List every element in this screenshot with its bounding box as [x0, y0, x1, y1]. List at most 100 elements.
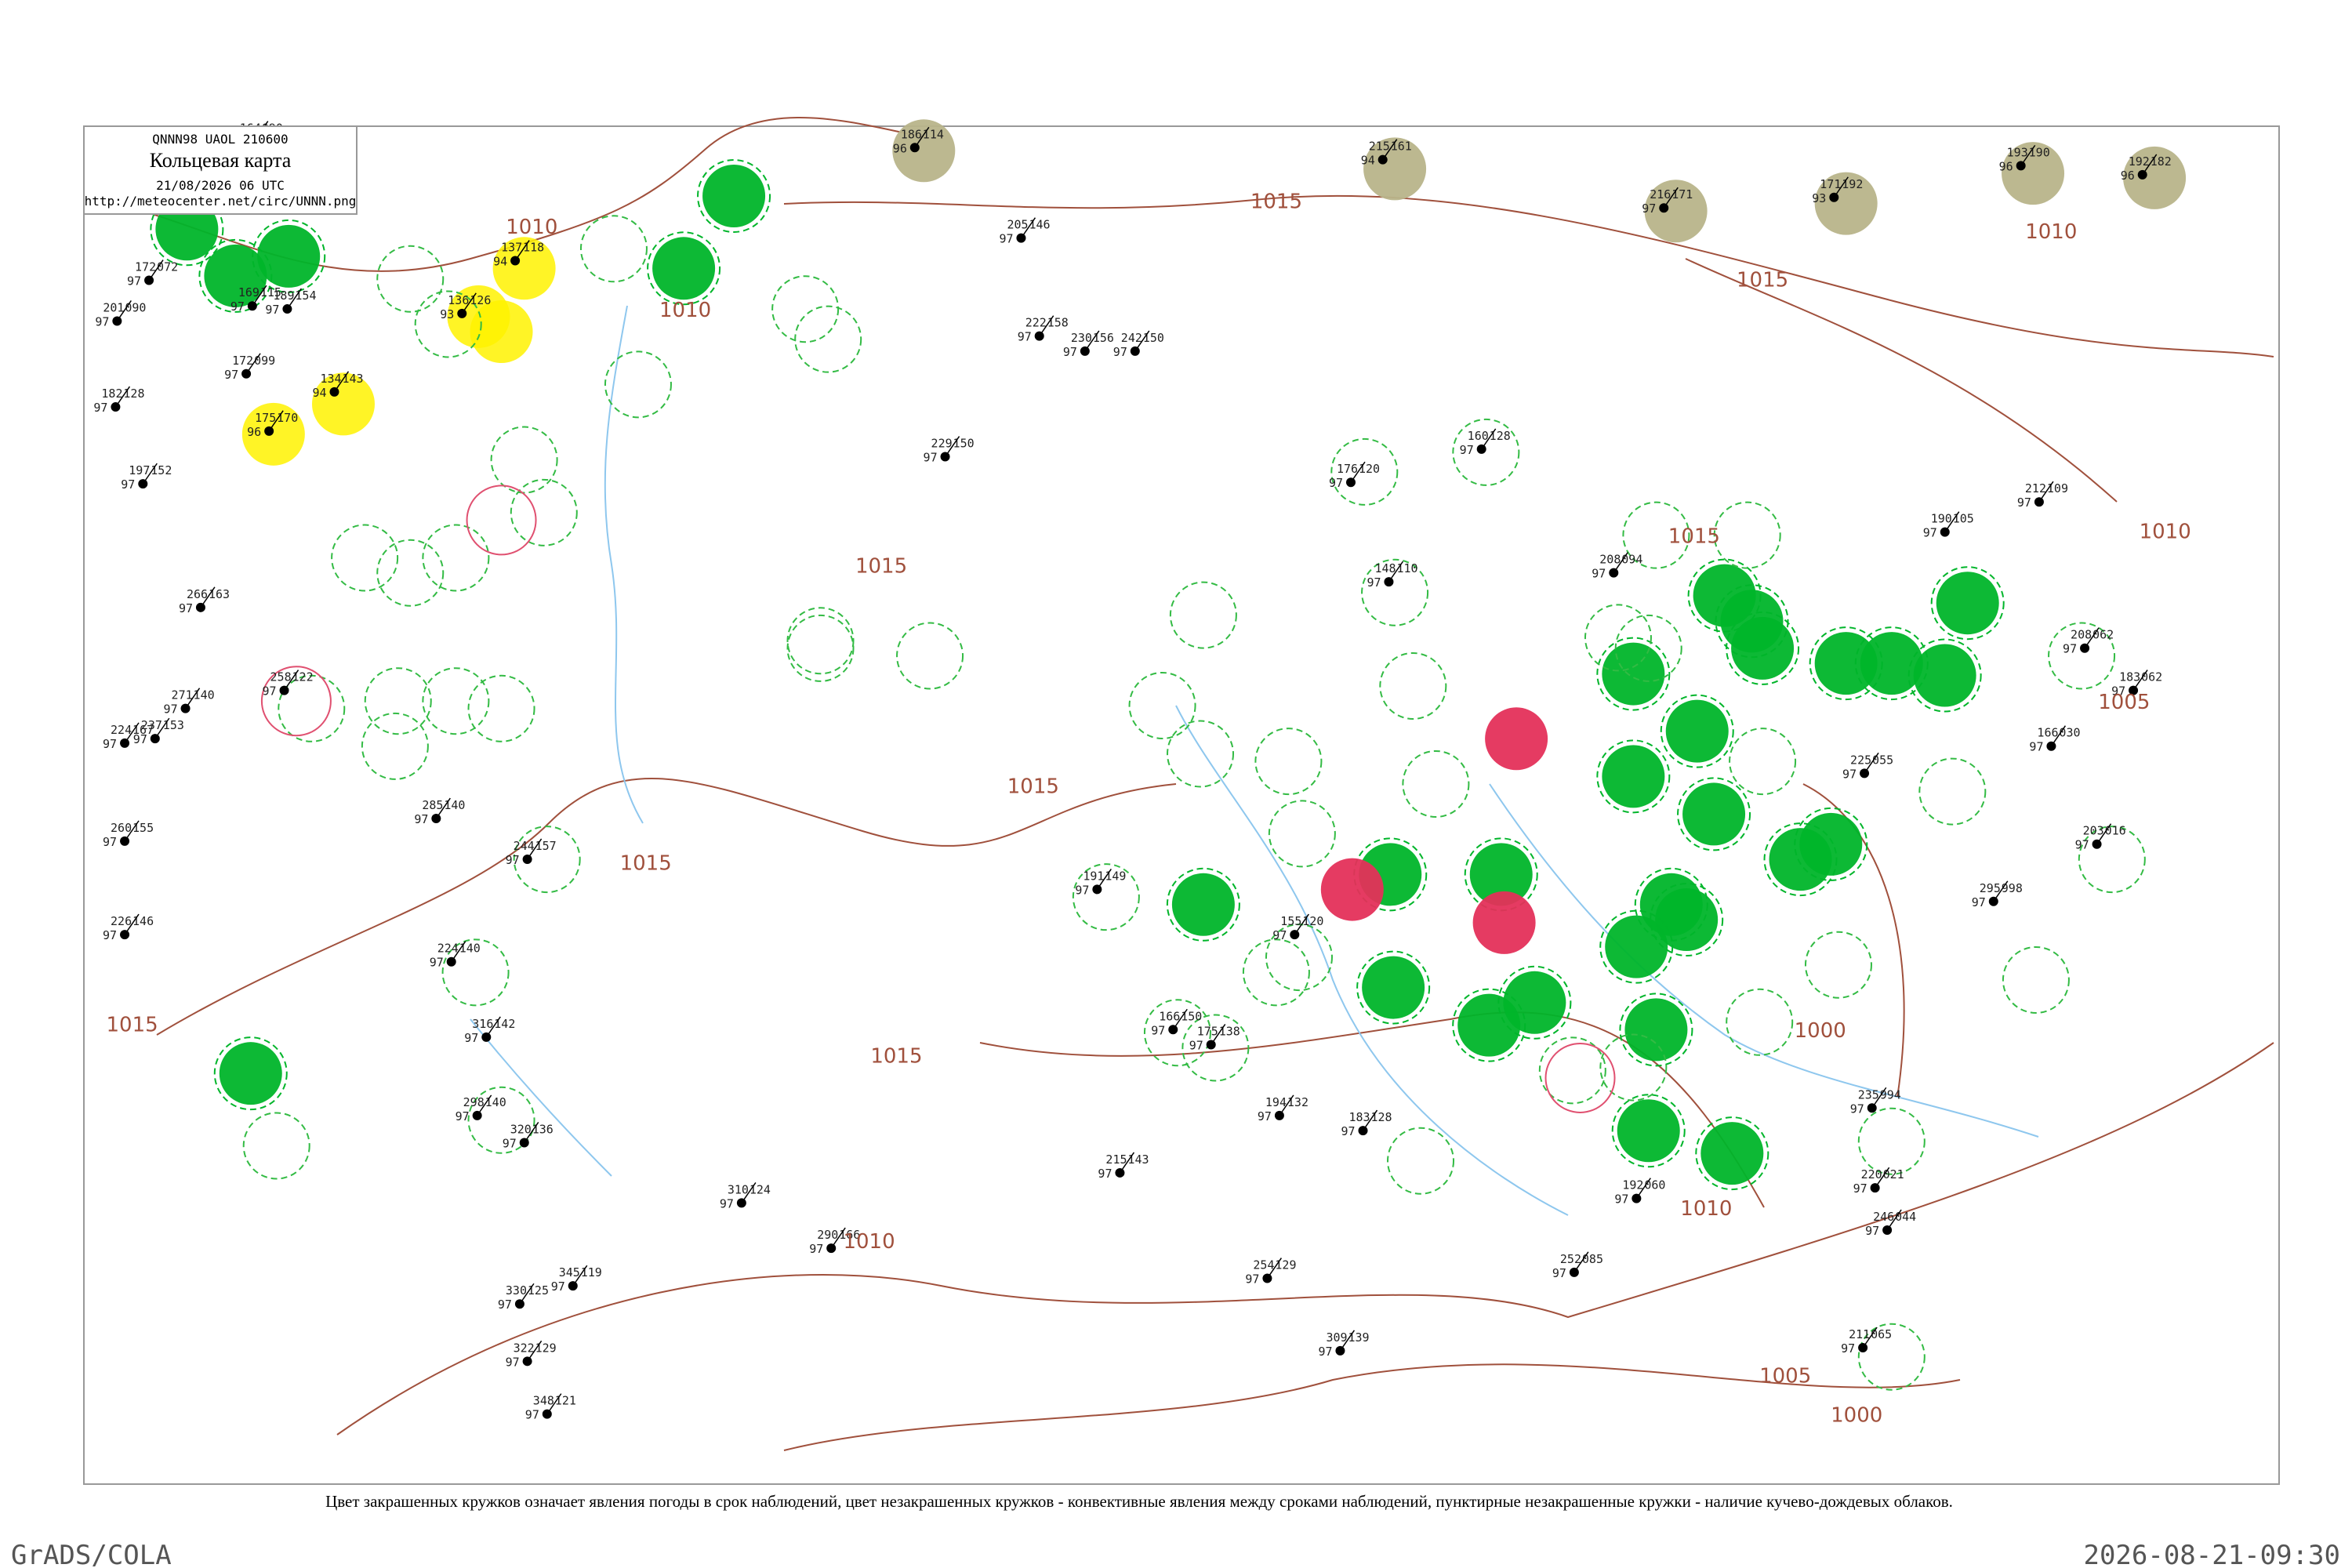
station-right: 153: [163, 718, 184, 732]
conv-ring: [466, 485, 537, 556]
station-right: 157: [535, 839, 557, 853]
filled-circle: [1936, 572, 1999, 635]
cb-ring: [647, 231, 721, 306]
station-top: 208: [2071, 628, 2092, 642]
cb-ring: [1143, 999, 1211, 1067]
filled-circle: [1720, 590, 1784, 653]
station-mid: 96: [893, 141, 907, 155]
isobar-label: 1015: [107, 1013, 158, 1036]
wind-barb: [333, 371, 350, 393]
station-mid: 97: [230, 299, 245, 314]
cb-ring: [1857, 1107, 1926, 1175]
wind-barb: [1862, 1327, 1878, 1348]
station-mid: 97: [1853, 1181, 1867, 1196]
wind-barb: [1084, 330, 1100, 352]
isobar-label: 1010: [2025, 220, 2077, 244]
station-top: 252: [1560, 1252, 1581, 1266]
station-mid: 97: [430, 956, 444, 970]
station-mid: 97: [103, 928, 117, 942]
station-top: 242: [1121, 331, 1142, 345]
station-right: 062: [2092, 628, 2114, 642]
station-top: 155: [1280, 914, 1301, 928]
station-mid: 96: [2121, 169, 2135, 183]
cb-ring: [1729, 728, 1797, 796]
wind-barb: [519, 1283, 535, 1305]
wind-barb: [572, 1265, 588, 1287]
cb-ring: [1611, 1094, 1686, 1168]
wind-barb: [485, 1016, 501, 1038]
station-top: 211: [1849, 1327, 1870, 1341]
wind-barb: [116, 300, 132, 321]
isobar-line: [979, 1011, 1765, 1208]
station-right: 158: [1047, 316, 1069, 330]
cb-ring: [2048, 622, 2116, 690]
isobar-label: 1000: [1795, 1019, 1846, 1043]
station-top: 246: [1873, 1210, 1894, 1224]
station-right: 136: [532, 1122, 554, 1136]
caption: Цвет закрашенных кружков означает явлени…: [325, 1492, 1953, 1511]
header-datetime: 21/08/2026 06 UTC: [156, 178, 285, 193]
cb-ring: [2002, 946, 2070, 1014]
wind-barb: [944, 436, 960, 457]
station-top: 190: [1931, 512, 1952, 526]
station-top: 290: [817, 1228, 838, 1242]
cb-ring: [364, 667, 432, 735]
cb-ring: [361, 712, 429, 780]
station-mid: 97: [2075, 838, 2089, 852]
station-right: 182: [2151, 154, 2172, 169]
station-right: 128: [123, 387, 144, 401]
wind-barb: [1020, 217, 1036, 239]
station-right: 114: [923, 127, 944, 141]
station-mid: 97: [1329, 476, 1343, 490]
isobar-label: 1005: [2098, 691, 2150, 714]
filled-circle: [1472, 891, 1536, 954]
isobar-label: 1015: [1250, 190, 1302, 213]
station-mid: 97: [503, 1136, 517, 1150]
cb-ring: [604, 350, 672, 419]
station-top: 320: [510, 1122, 532, 1136]
station-mid: 97: [1460, 443, 1474, 457]
station-mid: 97: [2017, 495, 2031, 510]
station-mid: 97: [1923, 526, 1937, 540]
station-right: 161: [1391, 140, 1412, 154]
station-top: 189: [273, 289, 294, 303]
station-mid: 97: [2063, 642, 2077, 656]
filled-circle: [219, 1042, 282, 1105]
cb-ring: [1356, 950, 1431, 1025]
footer-right: 2026-08-21-09:30: [2083, 1540, 2340, 1568]
station-mid: 97: [1272, 928, 1287, 942]
wind-barb: [524, 1122, 539, 1143]
wind-barb: [914, 126, 930, 148]
cb-ring: [579, 215, 648, 283]
station-right: 170: [277, 411, 298, 425]
cb-ring: [376, 539, 445, 607]
cb-ring: [1726, 611, 1800, 685]
station-right: 090: [125, 300, 146, 314]
station-mid: 97: [414, 812, 428, 826]
cb-ring: [1379, 652, 1447, 720]
filled-circle: [2002, 142, 2065, 205]
wind-barb: [1944, 511, 1960, 533]
wind-barb: [1993, 880, 2009, 902]
station-right: 085: [1582, 1252, 1603, 1266]
filled-circle: [1363, 137, 1427, 201]
wind-barb: [245, 353, 261, 375]
station-right: 120: [1359, 462, 1380, 476]
station-top: 175: [1197, 1024, 1218, 1038]
station-mid: 97: [506, 1355, 520, 1369]
filled-circle: [1605, 915, 1668, 978]
station-top: 193: [2007, 145, 2028, 159]
wind-barb: [514, 240, 530, 261]
station-mid: 97: [1151, 1023, 1165, 1037]
station-mid: 97: [1552, 1266, 1566, 1280]
station-right: 105: [1953, 512, 1974, 526]
station-top: 348: [533, 1394, 554, 1408]
station-right: 140: [444, 798, 465, 812]
station-right: 055: [1872, 753, 1893, 767]
cb-ring: [1361, 558, 1429, 626]
isobar-labels: 1015 1010 1010 1015 1010 1015 1015 1015 1010 1005…: [107, 190, 2191, 1427]
cb-ring: [771, 275, 840, 343]
wind-barb: [1134, 330, 1150, 352]
cb-ring: [1181, 1014, 1250, 1082]
station-mid: 97: [2029, 740, 2043, 754]
